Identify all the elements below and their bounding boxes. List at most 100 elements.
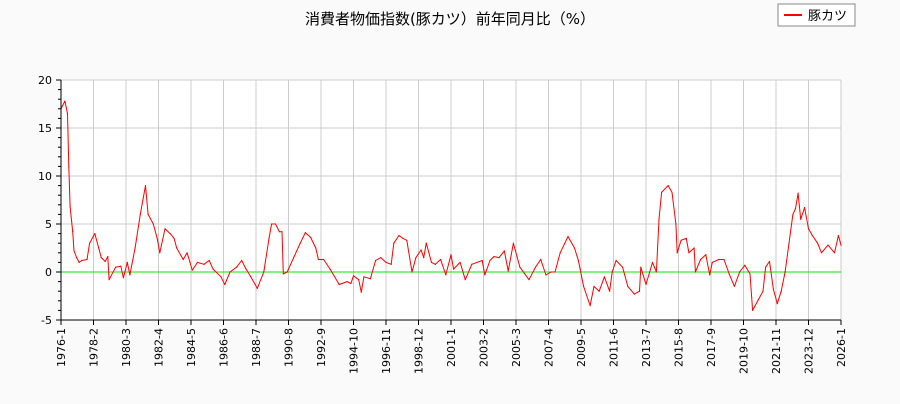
data-point xyxy=(694,271,697,273)
x-tick-label: 2007-4 xyxy=(543,328,556,367)
y-tick-label: 0 xyxy=(45,266,52,279)
data-point xyxy=(235,266,238,268)
data-point xyxy=(134,247,136,249)
data-point xyxy=(220,276,222,278)
data-point xyxy=(493,256,495,258)
data-point xyxy=(358,279,360,281)
data-point xyxy=(627,285,629,287)
data-point xyxy=(507,270,509,272)
data-point xyxy=(640,266,642,268)
data-point xyxy=(792,213,794,215)
data-point xyxy=(385,261,387,263)
data-point xyxy=(611,271,613,273)
data-point xyxy=(78,261,80,263)
data-point xyxy=(615,259,617,262)
data-point xyxy=(423,257,425,259)
data-point xyxy=(519,266,521,268)
data-point xyxy=(603,276,606,278)
data-point xyxy=(81,259,83,262)
data-point xyxy=(68,165,70,167)
data-point xyxy=(676,252,678,254)
data-point xyxy=(545,274,547,276)
data-point xyxy=(645,283,647,286)
data-point xyxy=(512,242,515,244)
x-tick-label: 1976-1 xyxy=(55,328,68,367)
data-point xyxy=(398,234,400,237)
data-point xyxy=(638,290,641,292)
data-point xyxy=(840,244,842,246)
data-point xyxy=(126,261,128,263)
data-point xyxy=(622,266,624,268)
data-point xyxy=(415,257,417,259)
x-tick-label: 2011-6 xyxy=(608,328,621,367)
data-point xyxy=(156,237,158,239)
data-point xyxy=(749,273,751,275)
y-tick-label: 10 xyxy=(38,170,52,183)
data-point xyxy=(784,271,786,273)
legend-box xyxy=(777,3,856,27)
x-tick-label: 1982-4 xyxy=(153,328,166,367)
x-tick-label: 2023-12 xyxy=(803,328,816,374)
data-point xyxy=(484,274,486,276)
x-tick-label: 2003-2 xyxy=(478,328,491,367)
data-point xyxy=(440,258,442,261)
data-point xyxy=(481,259,483,262)
data-point xyxy=(69,206,71,208)
x-tick-label: 2013-7 xyxy=(640,328,653,367)
data-point xyxy=(73,250,75,252)
data-point xyxy=(186,252,188,254)
data-point xyxy=(256,287,258,289)
data-point xyxy=(709,274,711,276)
data-point xyxy=(768,260,771,263)
data-point xyxy=(800,218,802,220)
x-tick-label: 1990-8 xyxy=(283,328,296,367)
data-point xyxy=(700,258,702,261)
x-tick-label: 1992-9 xyxy=(315,328,328,367)
data-point xyxy=(212,268,214,270)
x-tick-label: 2015-8 xyxy=(673,328,686,367)
data-point xyxy=(573,247,576,249)
data-point xyxy=(728,273,730,275)
data-point xyxy=(94,233,96,235)
x-tick-label: 2001-1 xyxy=(445,328,458,367)
data-point xyxy=(402,237,404,239)
x-axis-ticks: 1976-1 1978-2 1980-3 1982-4 1984-5 1986-6 1988… xyxy=(55,320,848,374)
data-point xyxy=(352,275,355,277)
x-tick-label: 2019-10 xyxy=(738,328,751,374)
data-point xyxy=(363,276,365,278)
data-point xyxy=(203,263,205,265)
data-point xyxy=(807,228,810,230)
data-point xyxy=(445,274,447,276)
data-point xyxy=(299,242,301,244)
x-tick-label: 1994-10 xyxy=(348,328,361,374)
data-point xyxy=(152,223,154,225)
y-tick-label: 5 xyxy=(45,218,52,231)
data-point xyxy=(752,309,754,311)
data-point xyxy=(176,247,178,249)
data-point xyxy=(671,191,673,193)
data-point xyxy=(115,266,117,268)
data-point xyxy=(688,252,690,254)
x-tick-label: 1984-5 xyxy=(185,328,198,367)
data-point xyxy=(122,277,124,279)
data-point xyxy=(72,231,74,233)
data-point xyxy=(263,271,265,273)
data-point xyxy=(329,268,331,270)
data-point xyxy=(723,258,725,261)
data-point xyxy=(811,234,814,237)
data-point xyxy=(182,258,184,261)
data-point xyxy=(633,293,635,295)
data-point xyxy=(757,300,759,302)
data-point xyxy=(380,257,382,259)
x-tick-label: 1980-3 xyxy=(120,328,133,367)
data-point xyxy=(567,235,569,238)
data-point xyxy=(164,228,166,230)
data-point xyxy=(658,218,660,220)
data-point xyxy=(680,239,682,241)
data-point xyxy=(104,260,106,263)
data-point xyxy=(98,247,100,249)
data-point xyxy=(550,271,552,273)
data-point xyxy=(420,249,422,251)
data-point xyxy=(229,271,231,273)
